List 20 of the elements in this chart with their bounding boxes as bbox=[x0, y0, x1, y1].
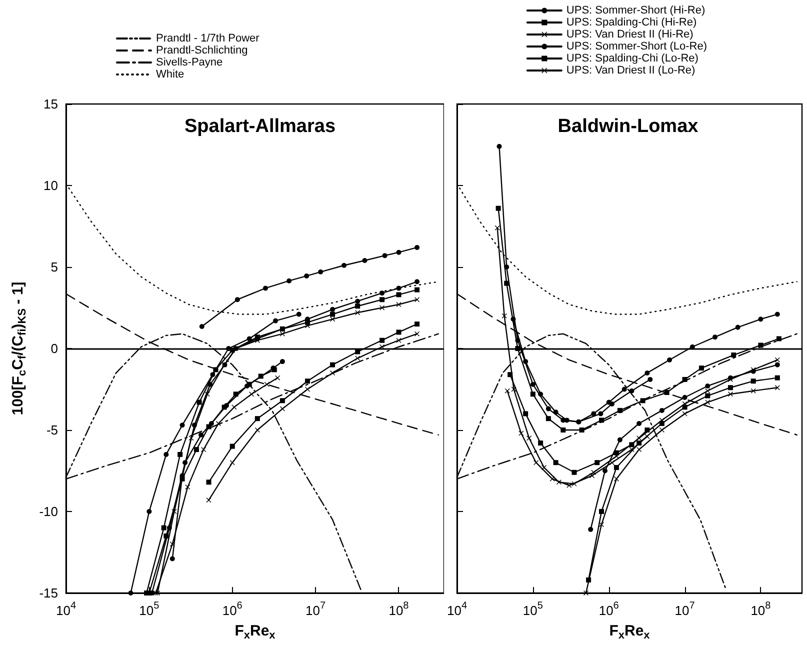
text: 100[FcCf/(Cfi)KS - 1] bbox=[10, 282, 28, 416]
legend-label: Prandtl - 1/7th Power bbox=[156, 32, 260, 44]
legend-label: UPS: Spalding-Chi (Hi-Re) bbox=[566, 16, 697, 28]
legend-label: White bbox=[156, 68, 184, 80]
y-tick-label: -5 bbox=[46, 422, 58, 438]
legend-label: Prandtl-Schlichting bbox=[156, 44, 248, 56]
legend-label: UPS: Spalding-Chi (Lo-Re) bbox=[566, 52, 698, 64]
y-tick-label: -15 bbox=[39, 586, 58, 600]
legend-label: UPS: Sommer-Short (Lo-Re) bbox=[566, 40, 708, 52]
legend-label: UPS: Sommer-Short (Hi-Re) bbox=[566, 4, 706, 16]
y-tick-label: 0 bbox=[50, 341, 58, 356]
y-tick-label: -10 bbox=[39, 504, 58, 519]
legend-label: UPS: Van Driest II (Hi-Re) bbox=[566, 28, 694, 40]
legend-label: Sivells-Payne bbox=[156, 56, 223, 68]
y-tick-label: 15 bbox=[44, 96, 58, 112]
legend-label: UPS: Van Driest II (Lo-Re) bbox=[566, 64, 696, 76]
y-tick-label: 5 bbox=[50, 260, 58, 274]
y-tick-label: 10 bbox=[44, 178, 58, 193]
text: Spalart-Allmaras bbox=[184, 116, 336, 137]
text: Baldwin-Lomax bbox=[558, 116, 699, 137]
